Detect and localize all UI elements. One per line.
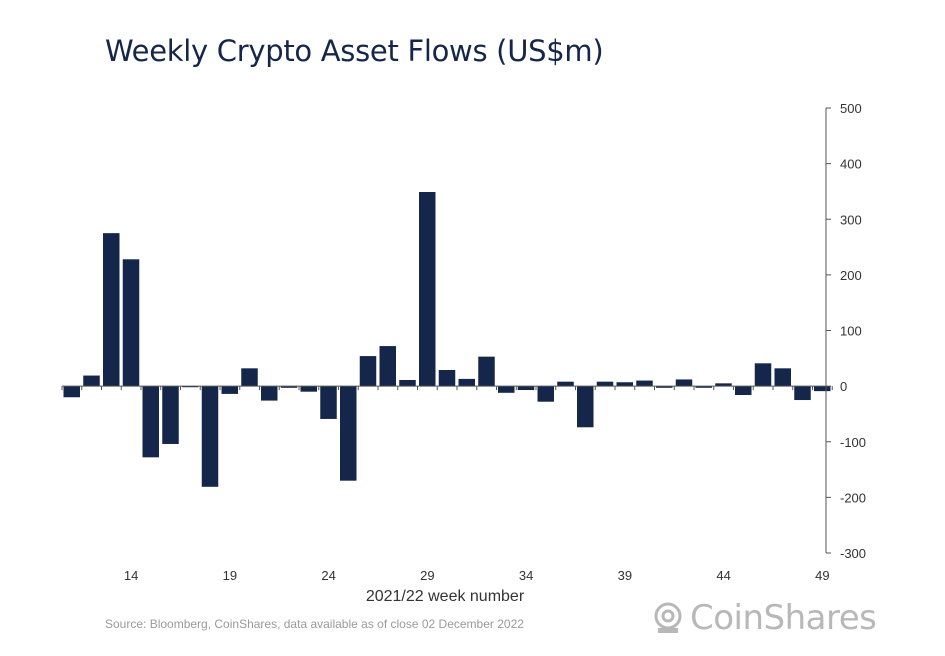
bar-week-31 (458, 378, 475, 387)
bar-week-34 (517, 386, 535, 391)
x-tick-label: 34 (519, 568, 533, 583)
bar-week-15 (142, 386, 159, 458)
y-tick-label: 200 (840, 268, 862, 283)
bar-week-11 (63, 386, 80, 398)
bar-week-21 (261, 386, 278, 401)
coinshares-logo-icon (654, 602, 682, 633)
bar-week-35 (537, 386, 554, 402)
logo-text: CoinShares (690, 598, 877, 638)
x-tick-label: 14 (124, 568, 138, 583)
bar-week-36 (557, 381, 574, 387)
bar-week-29 (419, 191, 436, 387)
bar-chart: 500 400 300 200 100 0 -100 -200 -300 14 19 24 29 34 39… (61, 101, 866, 583)
bar-week-38 (596, 381, 614, 387)
bar-week-40 (636, 380, 653, 387)
bar-week-41 (656, 386, 673, 388)
y-tick-label: -100 (840, 435, 866, 450)
bar-week-47 (774, 368, 791, 387)
bar-week-33 (498, 386, 515, 393)
bar-week-12 (83, 375, 100, 387)
y-tick-label: 400 (840, 157, 862, 172)
bar-week-28 (399, 380, 416, 387)
bar-week-17 (182, 386, 199, 388)
bar-week-13 (103, 233, 120, 387)
coinshares-logo: CoinShares (652, 598, 877, 638)
x-tick-label: 44 (716, 568, 730, 583)
bar-week-46 (754, 363, 772, 387)
bar-week-37 (577, 386, 594, 428)
bar-week-26 (359, 356, 377, 387)
bar-week-22 (280, 386, 298, 388)
bar-week-43 (695, 386, 712, 388)
bar-week-45 (735, 386, 752, 396)
bar-week-24 (320, 386, 337, 419)
chart-title: Weekly Crypto Asset Flows (US$m) (105, 34, 604, 68)
bar-week-20 (241, 368, 258, 387)
bar-week-19 (221, 386, 238, 394)
x-tick-label: 29 (420, 568, 434, 583)
bar-week-49 (814, 386, 831, 392)
bar-week-18 (201, 386, 219, 487)
x-axis-label: 2021/22 week number (365, 588, 525, 605)
y-tick-label: 500 (840, 101, 862, 116)
bar-week-39 (616, 382, 633, 387)
x-tick-label: 19 (223, 568, 237, 583)
bar-week-14 (122, 259, 140, 387)
bar-week-32 (478, 356, 495, 387)
x-tick-label: 49 (815, 568, 829, 583)
bar-week-16 (162, 386, 179, 444)
x-tick-label: 39 (618, 568, 632, 583)
bar-week-48 (794, 386, 811, 401)
y-tick-label: 0 (840, 379, 847, 394)
bar-week-25 (340, 386, 357, 481)
x-tick-label: 24 (321, 568, 335, 583)
y-tick-label: -200 (840, 490, 866, 505)
source-note: Source: Bloomberg, CoinShares, data avai… (105, 617, 524, 631)
bar-week-42 (675, 379, 693, 387)
bar-week-23 (300, 386, 317, 392)
bar-week-27 (379, 346, 396, 387)
y-tick-label: -300 (840, 546, 866, 561)
bar-week-44 (715, 383, 732, 387)
y-tick-label: 300 (840, 212, 862, 227)
bar-week-30 (438, 369, 456, 387)
y-tick-label: 100 (840, 324, 862, 339)
